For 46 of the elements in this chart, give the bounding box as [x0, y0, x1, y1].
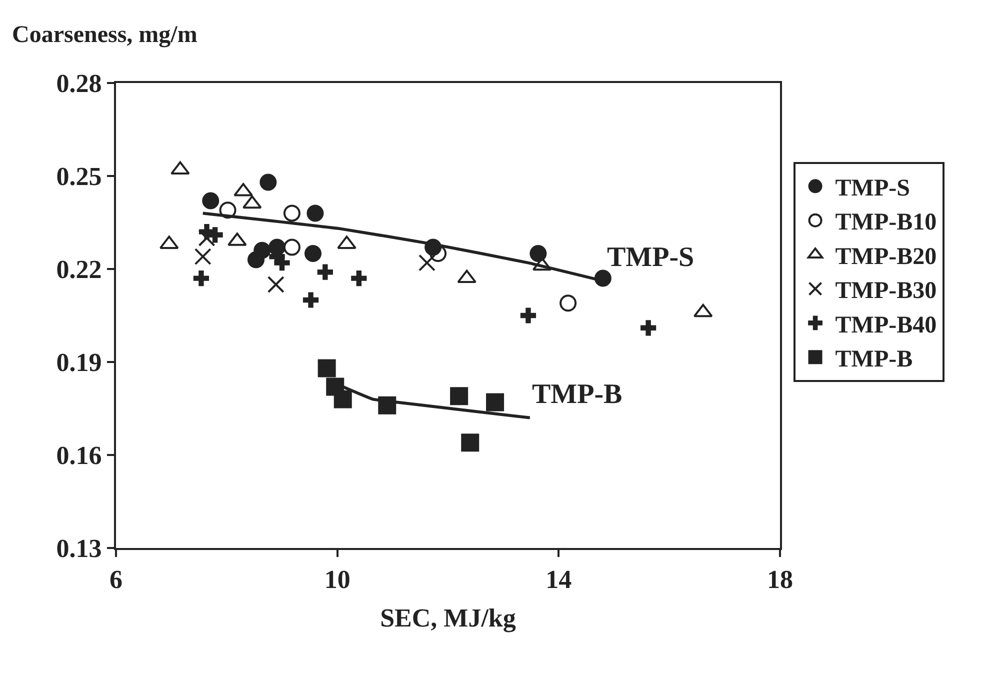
- point: [461, 434, 480, 452]
- point: [207, 227, 223, 243]
- x-axis-title: SEC, MJ/kg: [380, 603, 516, 632]
- point: [430, 245, 447, 262]
- y-tick-label: 0.19: [56, 348, 102, 378]
- point: [202, 192, 220, 210]
- point: [486, 393, 504, 412]
- point: [317, 264, 333, 280]
- point: [334, 390, 352, 408]
- point: [260, 174, 277, 191]
- point: [247, 251, 264, 268]
- y-tick-label: 0.22: [56, 255, 102, 284]
- point: [450, 387, 468, 406]
- legend-label: TMP-B10: [835, 210, 937, 236]
- point: [351, 270, 367, 286]
- legend-label: TMP-B20: [835, 244, 937, 270]
- point: [530, 245, 547, 262]
- point: [267, 276, 284, 293]
- x-tick-label: 10: [324, 565, 350, 594]
- y-tick-label: 0.16: [56, 441, 102, 470]
- legend-label: TMP-B: [835, 346, 913, 373]
- y-tick-label: 0.13: [56, 534, 102, 564]
- point: [418, 254, 436, 272]
- legend-label: TMP-B30: [835, 278, 937, 304]
- point: [283, 238, 300, 256]
- point: [304, 245, 322, 262]
- point: [302, 292, 319, 308]
- point: [283, 204, 300, 222]
- point: [219, 202, 236, 219]
- x-tick-label: 18: [767, 565, 793, 594]
- point: [520, 308, 536, 324]
- legend-label: TMP-B40: [835, 312, 937, 338]
- point: [560, 294, 577, 312]
- series-label: TMP-S: [607, 242, 694, 273]
- x-tick-label: 6: [110, 565, 122, 594]
- series-label: TMP-B: [532, 379, 622, 410]
- point: [640, 320, 656, 336]
- x-tick-label: 14: [546, 565, 572, 594]
- y-tick-label: 0.25: [56, 162, 102, 192]
- point: [193, 270, 210, 286]
- point: [318, 359, 336, 378]
- y-axis-title: Coarseness, mg/m: [12, 22, 198, 48]
- point: [306, 204, 324, 222]
- point: [194, 248, 212, 266]
- y-tick-label: 0.28: [56, 69, 102, 98]
- legend-label: TMP-S: [835, 176, 910, 202]
